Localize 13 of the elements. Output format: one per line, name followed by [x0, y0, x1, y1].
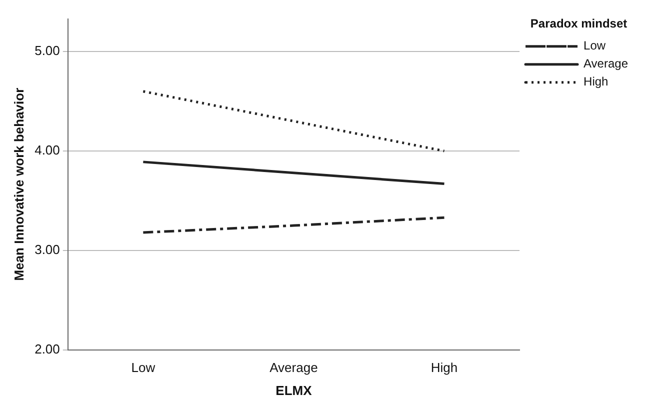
x-tick-label: High: [430, 360, 458, 376]
legend-label: Low: [584, 38, 606, 53]
y-tick-label: 2.00: [34, 341, 60, 356]
x-tick-label: Low: [131, 360, 156, 376]
y-tick-label: 4.00: [34, 142, 60, 158]
legend-title: Paradox mindset: [530, 16, 628, 30]
y-tick-label: 5.00: [34, 43, 60, 58]
legend-label: Average: [584, 56, 628, 71]
y-tick-label: 3.00: [34, 242, 60, 257]
y-axis-title: Mean Innovative work behavior: [11, 88, 26, 281]
legend-label: High: [584, 74, 608, 89]
x-axis-title: ELMX: [276, 382, 312, 398]
x-tick-label: Average: [270, 360, 318, 376]
